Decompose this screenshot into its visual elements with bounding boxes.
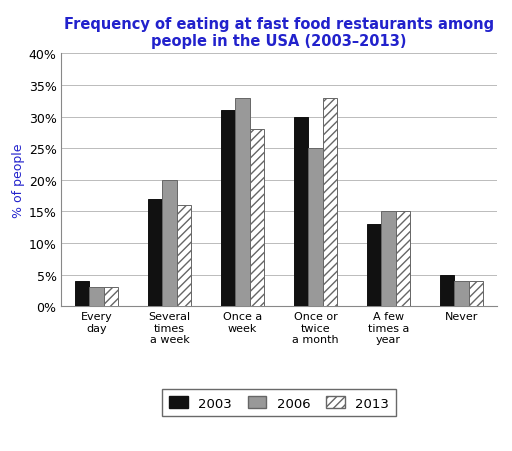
Bar xyxy=(89,288,104,307)
Bar xyxy=(367,225,381,307)
Legend: 2003, 2006, 2013: 2003, 2006, 2013 xyxy=(162,389,396,416)
Bar xyxy=(250,130,264,307)
Bar xyxy=(177,206,191,307)
Bar xyxy=(396,212,411,307)
Bar xyxy=(323,98,337,307)
Title: Frequency of eating at fast food restaurants among
people in the USA (2003–2013): Frequency of eating at fast food restaur… xyxy=(64,17,494,49)
Bar xyxy=(104,288,118,307)
Bar xyxy=(147,199,162,307)
Bar xyxy=(294,117,308,307)
Bar xyxy=(381,212,396,307)
Bar xyxy=(221,111,235,307)
Bar xyxy=(75,281,89,307)
Bar xyxy=(469,281,483,307)
Bar xyxy=(235,98,250,307)
Y-axis label: % of people: % of people xyxy=(12,143,25,217)
Bar xyxy=(308,149,323,307)
Bar xyxy=(454,281,469,307)
Bar xyxy=(162,180,177,307)
Bar xyxy=(440,275,454,307)
